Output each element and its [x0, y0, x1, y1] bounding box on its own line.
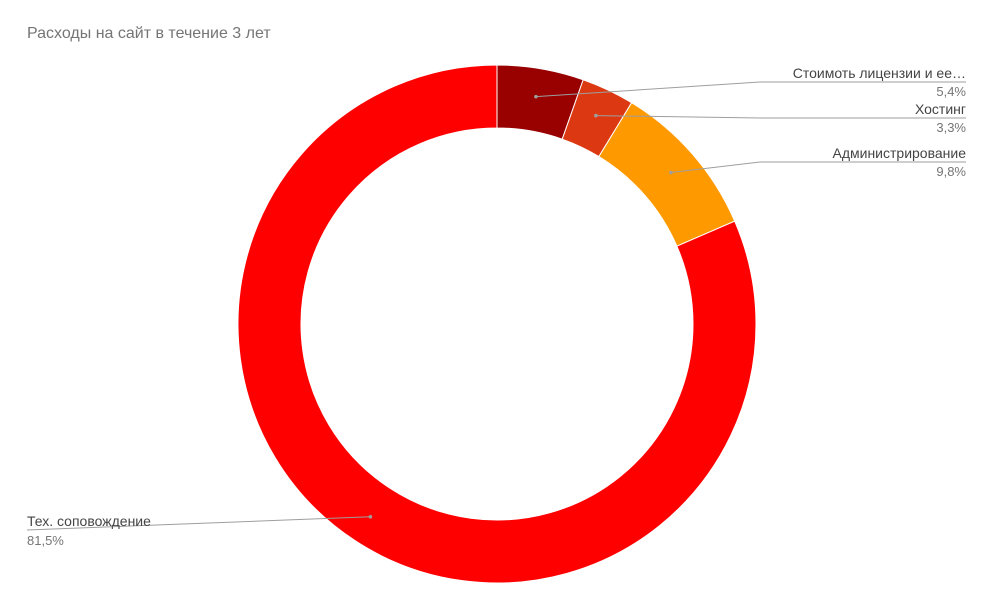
leader-line-2	[670, 161, 966, 174]
slice-label-1: Хостинг	[915, 101, 966, 117]
donut-slice-3[interactable]	[237, 64, 757, 584]
slice-label-3: Тех. соповождение	[27, 513, 151, 529]
leader-line-3	[26, 516, 371, 531]
slice-percent-3: 81,5%	[27, 533, 64, 548]
slice-label-2: Администрирование	[833, 145, 967, 161]
slice-label-0: Стоимоть лицензии и ее…	[793, 65, 966, 81]
donut-slice-2[interactable]	[598, 102, 736, 247]
leader-dot-3	[368, 514, 373, 519]
leader-line-1	[595, 115, 966, 119]
slice-percent-2: 9,8%	[936, 164, 966, 179]
slice-percent-1: 3,3%	[936, 120, 966, 135]
leader-line-0	[535, 81, 966, 98]
slice-percent-0: 5,4%	[936, 84, 966, 99]
chart-title: Расходы на сайт в течение 3 лет	[27, 25, 271, 42]
